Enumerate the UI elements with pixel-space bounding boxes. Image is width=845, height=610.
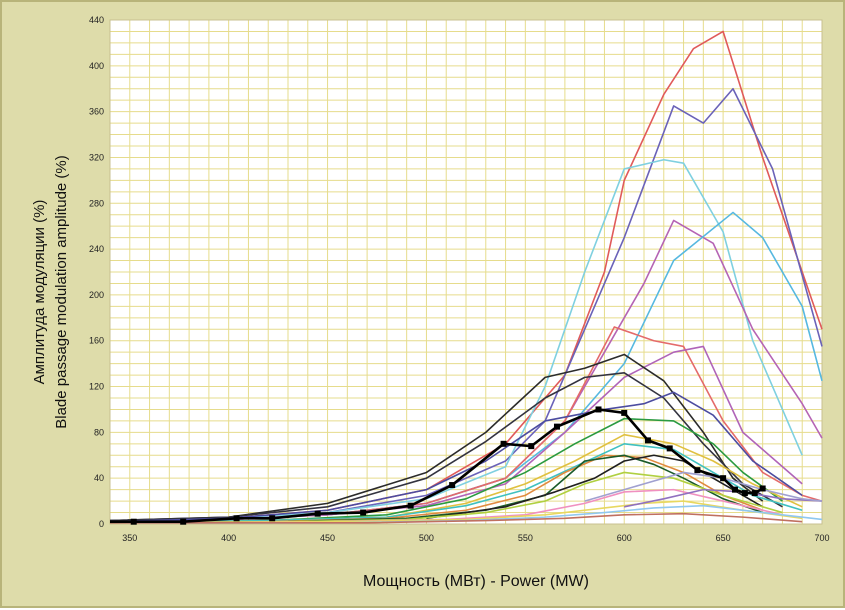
x-tick-label: 650 <box>716 533 731 543</box>
highlight-point <box>720 475 727 482</box>
highlight-point <box>314 510 321 517</box>
y-tick-label: 440 <box>89 15 104 25</box>
x-axis-label: Мощность (МВт) - Power (MW) <box>363 573 589 590</box>
highlight-point <box>528 443 535 450</box>
grid <box>109 19 823 525</box>
x-tick-label: 350 <box>122 533 137 543</box>
x-tick-label: 450 <box>320 533 335 543</box>
highlight-point <box>360 509 367 516</box>
x-tick-label: 550 <box>518 533 533 543</box>
y-tick-label: 280 <box>89 198 104 208</box>
highlight-point <box>759 485 766 492</box>
series-line-11 <box>109 417 783 524</box>
tick-labels: 350 400 450 500 550 600 650 700 0 40 80 120 160 200 24… <box>89 15 830 543</box>
highlight-point <box>407 502 414 509</box>
x-tick-label: 600 <box>617 533 632 543</box>
highlight-point <box>741 490 748 497</box>
highlight-point <box>233 515 240 522</box>
y-tick-label: 400 <box>89 61 104 71</box>
plot-border <box>109 19 823 525</box>
highlight-point <box>553 423 560 430</box>
series-line-8 <box>109 353 764 522</box>
series-line-22 <box>624 488 823 508</box>
series-line-9 <box>109 371 783 522</box>
y-tick-label: 320 <box>89 152 104 162</box>
y-tick-label: 120 <box>89 382 104 392</box>
series-line-21 <box>110 512 803 524</box>
y-tick-label: 240 <box>89 244 104 254</box>
highlight-point <box>666 445 673 452</box>
highlight-point <box>644 437 651 444</box>
highlight-point <box>130 518 137 525</box>
x-tick-label: 400 <box>221 533 236 543</box>
y-tick-label: 200 <box>89 290 104 300</box>
highlight-point <box>500 440 507 447</box>
highlight-point <box>180 518 187 525</box>
highlight-point <box>751 490 758 497</box>
y-axis-label-ru: Амплитуда модуляции (%) <box>31 200 48 385</box>
highlight-series-layer <box>110 406 766 525</box>
highlight-point <box>694 467 701 474</box>
y-tick-label: 360 <box>89 107 104 117</box>
highlight-series-line <box>110 408 764 524</box>
y-tick-label: 0 <box>99 519 104 529</box>
series-line-10 <box>109 391 803 523</box>
highlight-point <box>449 482 456 489</box>
highlight-point <box>621 409 628 416</box>
y-tick-label: 160 <box>89 336 104 346</box>
y-axis-label-en: Blade passage modulation amplitude (%) <box>53 155 70 429</box>
y-tick-label: 80 <box>94 427 104 437</box>
highlight-point <box>269 515 276 522</box>
y-tick-label: 40 <box>94 473 104 483</box>
highlight-point <box>731 486 738 493</box>
highlight-point <box>595 406 602 413</box>
x-tick-label: 700 <box>814 533 829 543</box>
x-tick-label: 500 <box>419 533 434 543</box>
